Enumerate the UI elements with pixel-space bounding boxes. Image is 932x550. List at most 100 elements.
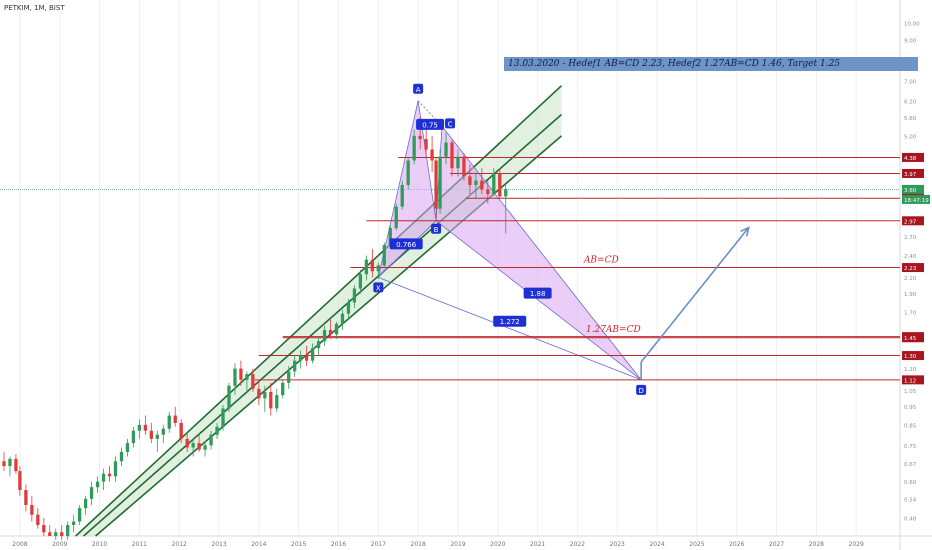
candle-body	[438, 156, 442, 209]
y-tick-label: 1.90	[904, 292, 917, 298]
price-badge-label: 3.97	[904, 172, 917, 178]
x-tick-label: 2020	[490, 541, 505, 548]
candle-body	[263, 391, 267, 399]
annotation-label: 1.27AB=CD	[586, 325, 641, 335]
channel-middle-line	[83, 113, 563, 537]
x-tick-label: 2025	[689, 541, 704, 548]
candle-body	[287, 371, 291, 383]
candle-body	[450, 142, 454, 169]
x-tick-label: 2015	[291, 541, 306, 548]
y-tick-label: 5.00	[904, 134, 917, 140]
y-tick-label: 0.48	[904, 517, 917, 523]
candle-body	[304, 355, 309, 361]
candle-body	[316, 341, 321, 349]
candle-body	[66, 525, 70, 536]
candle-body	[293, 360, 297, 372]
candle-body	[143, 424, 147, 431]
price-badge-label: 1.12	[904, 378, 916, 384]
candle-body	[376, 265, 380, 272]
y-tick-label: 0.67	[904, 462, 917, 468]
x-tick-label: 2013	[211, 541, 226, 548]
point-x-marker	[373, 282, 384, 293]
candle-body	[54, 532, 58, 536]
candle-body	[125, 443, 130, 452]
candle-body	[370, 259, 374, 272]
candle-body	[492, 173, 496, 195]
candle-body	[269, 391, 273, 409]
ratio-badge	[389, 238, 423, 250]
x-tick-label: 2024	[649, 541, 664, 548]
candle-body	[185, 438, 189, 448]
candle-body	[2, 461, 6, 467]
candle-body	[48, 532, 52, 536]
y-tick-label: 0.54	[904, 497, 917, 503]
candle-body	[352, 288, 357, 303]
x-tick-label: 2017	[371, 541, 386, 548]
candle-body	[191, 443, 195, 448]
candle-body	[364, 259, 369, 275]
candle-body	[179, 422, 183, 439]
price-badge	[902, 375, 924, 385]
candle-body	[424, 139, 428, 150]
candle-body	[119, 451, 124, 462]
candle-body	[358, 274, 363, 289]
x-tick-label: 2012	[172, 541, 187, 548]
price-badge-label: 1.45	[904, 336, 917, 342]
candle-body	[14, 458, 18, 472]
candle-body	[251, 374, 255, 389]
point-b-label: B	[434, 226, 439, 234]
x-tick-label: 2010	[92, 541, 107, 548]
candle-body	[36, 514, 40, 526]
ascending-channel	[75, 85, 563, 537]
ratio-badge	[416, 118, 445, 130]
candle-body	[95, 481, 100, 488]
candle-body	[101, 473, 106, 482]
candle-body	[394, 206, 398, 229]
candle-body	[18, 471, 22, 491]
pattern-bcd	[435, 125, 642, 381]
symbol-title: PETKIM, 1M, BIST	[4, 4, 65, 12]
y-tick-label: 0.85	[904, 423, 917, 429]
candle-body	[239, 368, 243, 380]
price-badge	[902, 351, 924, 361]
projection-arrow-head	[740, 226, 750, 237]
y-tick-label: 7.00	[904, 79, 917, 85]
x-tick-label: 2028	[809, 541, 824, 548]
candle-body	[83, 498, 88, 509]
y-tick-label: 2.10	[904, 276, 917, 282]
y-tick-label: 2.40	[904, 254, 917, 260]
candle-body	[275, 395, 279, 409]
price-badge	[902, 168, 924, 178]
pattern-xd-line	[378, 276, 642, 381]
price-badge	[902, 333, 924, 343]
ratio-label: 0.766	[396, 241, 417, 249]
candle-body	[257, 388, 261, 399]
candle-body	[388, 228, 392, 246]
point-b-marker	[431, 223, 442, 234]
candle-body	[400, 184, 404, 207]
candle-body	[197, 443, 201, 450]
candle-body	[137, 424, 142, 431]
price-badge-label: 1.30	[904, 354, 917, 360]
price-badge	[902, 216, 924, 226]
x-tick-label: 2023	[610, 541, 625, 548]
annotations: X A B C D 0.766 0.75 1.88 1.272 AB=CD 1.27AB=CD	[373, 83, 750, 395]
candle-body	[346, 302, 351, 314]
candle-body	[30, 505, 34, 515]
y-tick-label: 9.00	[904, 38, 917, 44]
x-tick-label: 2022	[570, 541, 585, 548]
candle-body	[328, 330, 333, 335]
candle-body	[322, 330, 327, 342]
y-tick-label: 0.60	[904, 480, 917, 486]
candle-body	[310, 348, 315, 361]
candle-body	[8, 458, 12, 467]
x-tick-label: 2018	[411, 541, 426, 548]
candle-body	[173, 415, 177, 423]
candle-body	[24, 490, 28, 506]
point-d-marker	[636, 384, 647, 395]
candle-body	[474, 180, 478, 185]
x-tick-label: 2029	[849, 541, 864, 548]
x-tick-label: 2011	[132, 541, 147, 548]
